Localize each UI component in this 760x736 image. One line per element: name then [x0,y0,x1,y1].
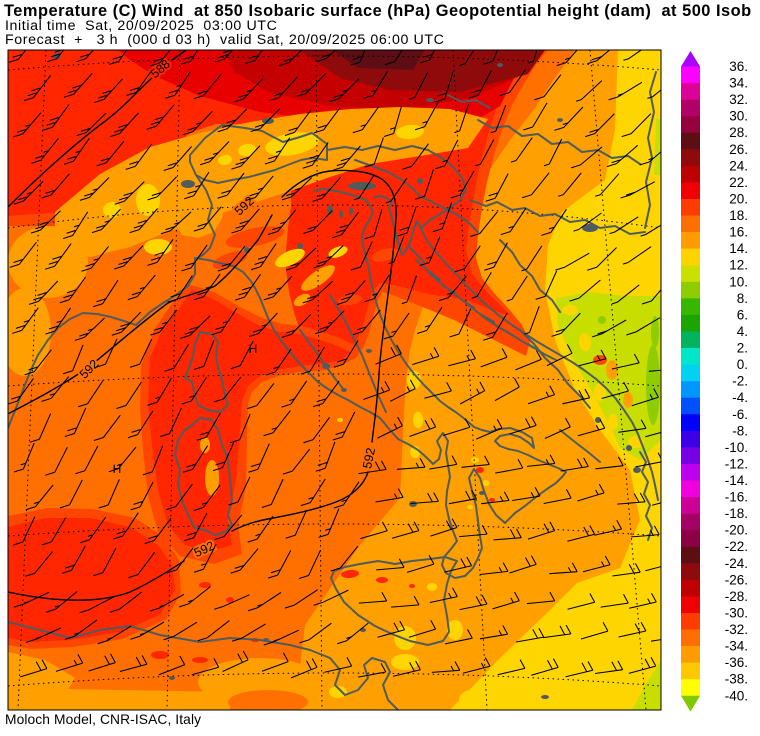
svg-text:0.: 0. [737,357,748,372]
svg-text:592: 592 [360,446,378,469]
svg-text:Temperature (C) Wind at 850 I: Temperature (C) Wind at 850 Isobaric sur… [4,2,752,20]
svg-text:Initial time Sat, 20/09/2025: Initial time Sat, 20/09/2025 03:00 UTC [5,18,277,34]
svg-text:32.: 32. [729,92,748,107]
svg-text:-8.: -8. [732,423,748,438]
svg-text:-20.: -20. [725,523,748,538]
svg-text:-26.: -26. [725,572,748,587]
svg-text:34.: 34. [729,76,748,91]
svg-text:-22.: -22. [725,539,748,554]
svg-text:-28.: -28. [725,589,748,604]
svg-text:Forecast + 3 h (000 d 03 h: Forecast + 3 h (000 d 03 h) valid Sat, 2… [5,32,444,48]
svg-text:26.: 26. [729,142,748,157]
svg-text:12.: 12. [729,258,748,273]
svg-text:-40.: -40. [725,688,748,703]
svg-text:-2.: -2. [732,374,748,389]
svg-text:36.: 36. [729,59,748,74]
svg-text:-30.: -30. [725,606,748,621]
svg-text:-18.: -18. [725,506,748,521]
svg-text:-34.: -34. [725,639,748,654]
svg-text:-16.: -16. [725,490,748,505]
svg-text:4.: 4. [737,324,748,339]
svg-text:16.: 16. [729,225,748,240]
svg-text:H: H [249,342,258,356]
svg-text:24.: 24. [729,158,748,173]
svg-text:6.: 6. [737,307,748,322]
svg-text:-12.: -12. [725,456,748,471]
svg-text:30.: 30. [729,109,748,124]
svg-text:-4.: -4. [732,390,748,405]
svg-text:10.: 10. [729,274,748,289]
svg-text:-24.: -24. [725,556,748,571]
svg-text:-32.: -32. [725,622,748,637]
svg-text:-36.: -36. [725,655,748,670]
svg-text:14.: 14. [729,241,748,256]
svg-text:Moloch Model, CNR-ISAC, Italy: Moloch Model, CNR-ISAC, Italy [5,712,201,727]
svg-text:2.: 2. [737,341,748,356]
svg-text:18.: 18. [729,208,748,223]
svg-text:-38.: -38. [725,672,748,687]
svg-text:28.: 28. [729,125,748,140]
svg-text:22.: 22. [729,175,748,190]
svg-text:-14.: -14. [725,473,748,488]
svg-text:8.: 8. [737,291,748,306]
svg-text:-10.: -10. [725,440,748,455]
svg-text:20.: 20. [729,192,748,207]
svg-text:-6.: -6. [732,407,748,422]
